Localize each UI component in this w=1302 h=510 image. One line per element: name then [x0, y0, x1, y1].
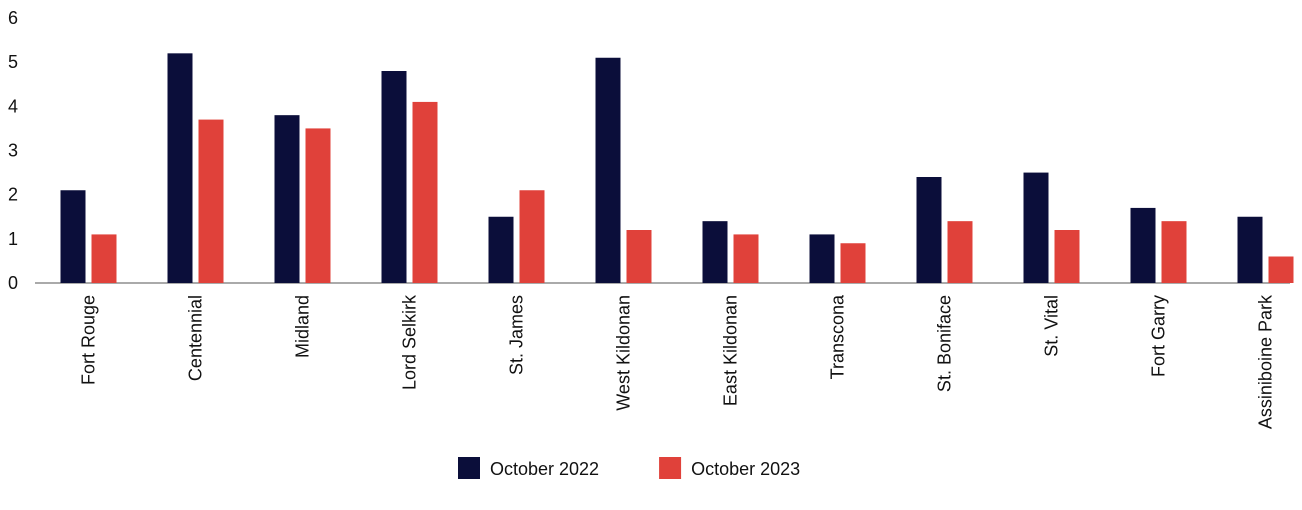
legend-label: October 2022 [490, 459, 599, 479]
x-tick-label: St. James [507, 295, 527, 375]
bar [488, 216, 514, 283]
bar [1023, 172, 1049, 283]
bar [198, 119, 224, 283]
bar [947, 221, 973, 283]
bar [167, 53, 193, 284]
y-tick-label: 5 [8, 52, 18, 72]
x-tick-label: St. Vital [1042, 295, 1062, 357]
x-tick-label: St. Boniface [935, 295, 955, 392]
x-tick-label: East Kildonan [721, 295, 741, 406]
bar [595, 57, 621, 283]
bar [1268, 256, 1294, 283]
bar [809, 234, 835, 283]
x-tick-label: Transcona [828, 294, 848, 379]
bar [1130, 207, 1156, 283]
y-tick-label: 1 [8, 229, 18, 249]
y-tick-label: 3 [8, 141, 18, 161]
x-tick-label: Fort Rouge [79, 295, 99, 385]
bar [1054, 230, 1080, 283]
bar [1161, 221, 1187, 283]
bar [274, 115, 300, 284]
x-tick-label: West Kildonan [614, 295, 634, 411]
bar [916, 177, 942, 283]
x-tick-label: Fort Garry [1149, 295, 1169, 377]
x-tick-label: Assiniboine Park [1256, 294, 1276, 429]
x-tick-label: Centennial [186, 295, 206, 381]
y-tick-label: 2 [8, 185, 18, 205]
x-tick-label: Midland [293, 295, 313, 358]
bar [305, 128, 331, 283]
bar [519, 190, 545, 283]
bar [626, 230, 652, 283]
y-tick-label: 4 [8, 96, 18, 116]
legend-swatch [659, 457, 682, 479]
y-tick-label: 0 [8, 273, 18, 293]
bar [91, 234, 117, 283]
y-tick-label: 6 [8, 8, 18, 28]
bar [381, 71, 407, 283]
legend-swatch [458, 457, 480, 479]
bar [733, 234, 759, 283]
bar [412, 101, 438, 284]
bar [840, 243, 866, 283]
bar [1237, 216, 1263, 283]
legend-label: October 2023 [691, 459, 800, 479]
bar [702, 221, 728, 283]
x-tick-label: Lord Selkirk [400, 294, 420, 390]
bar [60, 190, 86, 283]
